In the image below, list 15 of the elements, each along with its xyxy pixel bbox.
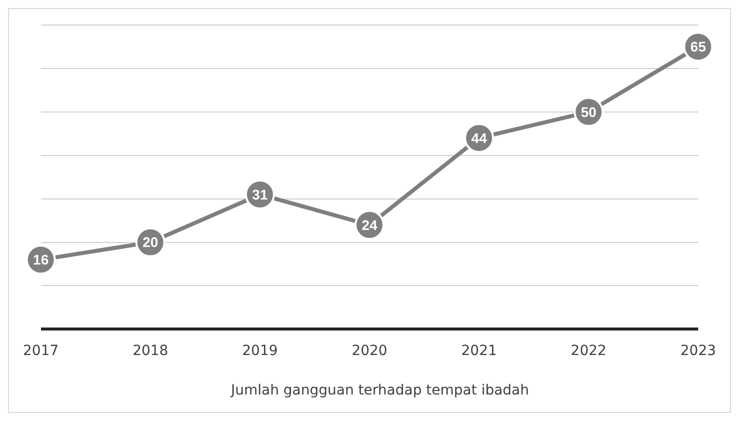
x-tick-label: 2018 — [132, 343, 168, 360]
data-label: 31 — [252, 186, 268, 202]
data-label: 44 — [471, 130, 488, 146]
text: Jumlah gangguan terhadap tempat ibadah — [230, 382, 530, 399]
x-tick-label: 2021 — [461, 343, 497, 360]
data-label: 16 — [33, 252, 49, 268]
x-tick-label: 2022 — [570, 343, 606, 360]
data-label: 24 — [362, 216, 378, 233]
x-tick-label: 2019 — [242, 343, 278, 360]
data-label: 50 — [580, 104, 597, 120]
data-label: 65 — [690, 38, 706, 55]
x-tick-label: 2020 — [352, 343, 388, 360]
x-tick-label: 2023 — [680, 343, 716, 360]
data-label: 20 — [142, 234, 158, 250]
x-tick-label: 2017 — [22, 343, 59, 360]
